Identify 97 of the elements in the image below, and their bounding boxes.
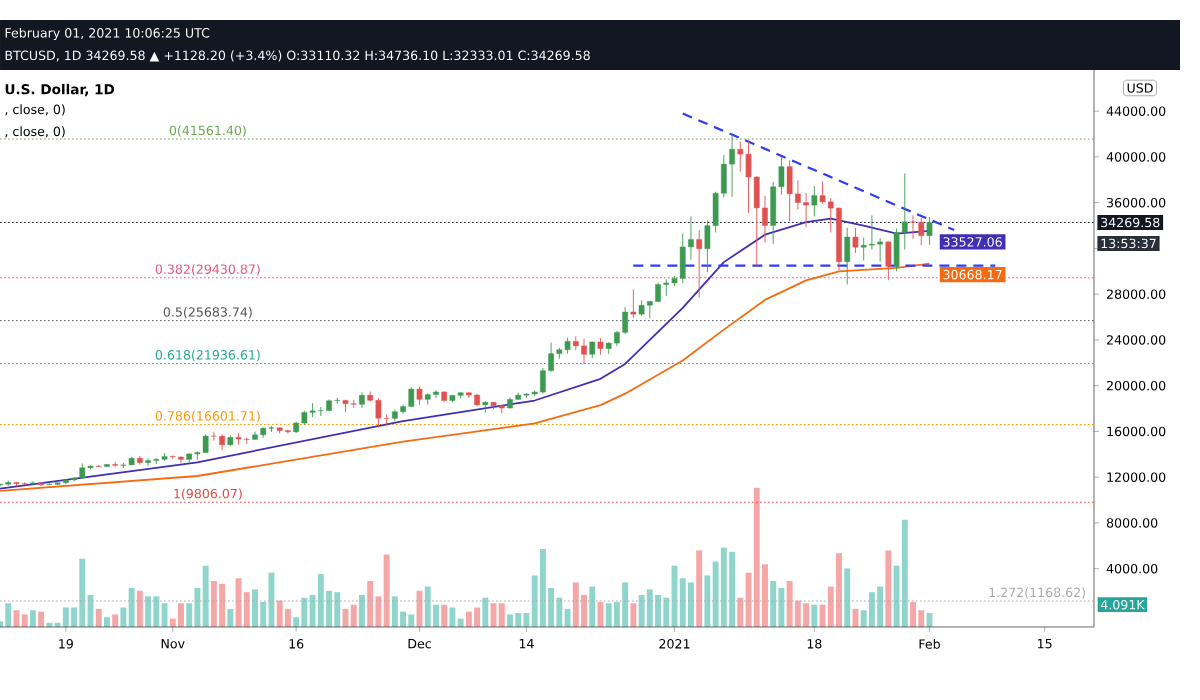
bar <box>383 554 390 627</box>
bar <box>145 596 152 627</box>
bar <box>852 608 859 627</box>
candlestick <box>745 141 752 214</box>
bar <box>589 586 596 627</box>
bar <box>868 592 875 627</box>
bar <box>655 594 661 627</box>
bar <box>687 582 694 627</box>
bar <box>441 604 448 627</box>
candlestick <box>137 455 143 466</box>
candlestick <box>918 217 925 246</box>
bar <box>465 611 472 627</box>
bar <box>778 587 785 627</box>
bar <box>62 607 69 627</box>
bar <box>630 603 637 627</box>
bar <box>449 607 456 627</box>
bar <box>112 614 119 627</box>
candlestick <box>926 216 933 246</box>
bar <box>5 603 12 627</box>
bar <box>29 610 36 627</box>
bar <box>301 597 308 627</box>
bar <box>210 581 217 627</box>
candlestick <box>630 289 637 319</box>
candlestick <box>679 233 686 284</box>
bar <box>235 578 242 627</box>
candlestick <box>860 237 867 261</box>
bar <box>498 603 505 627</box>
bar <box>910 601 916 627</box>
bar <box>252 589 258 627</box>
candlestick <box>803 192 809 228</box>
candlestick <box>408 386 415 407</box>
bar <box>515 613 522 627</box>
candlestick <box>819 181 826 205</box>
bar <box>786 581 793 627</box>
candlestick <box>219 433 225 451</box>
bar <box>202 565 209 627</box>
bar <box>408 614 415 627</box>
line-series <box>0 217 931 490</box>
candlestick <box>375 397 382 429</box>
candlestick <box>844 227 851 285</box>
candlestick <box>811 185 818 217</box>
bar <box>729 551 736 627</box>
bar <box>227 608 234 627</box>
bar <box>38 611 45 627</box>
candlestick <box>885 241 892 281</box>
bar <box>539 548 546 627</box>
candlestick <box>581 338 587 365</box>
bar <box>918 610 925 627</box>
bar <box>95 608 102 627</box>
bar <box>507 614 513 627</box>
bar <box>803 603 810 627</box>
bar <box>753 487 760 627</box>
bar <box>622 582 629 627</box>
bar <box>482 597 489 627</box>
bar <box>844 568 851 627</box>
bar <box>572 582 579 627</box>
bar <box>178 603 184 627</box>
candlestick <box>877 237 883 263</box>
bar <box>696 550 703 627</box>
candlestick <box>663 278 670 297</box>
bar <box>268 572 275 627</box>
bar <box>128 587 135 627</box>
bar <box>219 583 226 627</box>
bar <box>276 600 283 627</box>
candlestick <box>852 227 859 254</box>
bar <box>811 604 818 627</box>
bar <box>638 594 645 627</box>
bar <box>424 586 431 627</box>
bar <box>901 519 908 627</box>
candlestick <box>729 134 735 198</box>
candlestick <box>235 432 242 445</box>
bar <box>136 590 143 627</box>
candlestick <box>893 227 900 272</box>
candlestick <box>737 141 744 172</box>
bar <box>646 589 653 627</box>
bar <box>391 596 398 627</box>
bar <box>885 550 892 627</box>
bar <box>284 608 291 627</box>
bar <box>317 574 324 627</box>
bar <box>605 603 612 627</box>
bar <box>770 581 777 627</box>
bar <box>836 553 842 627</box>
candlestick <box>416 386 423 406</box>
bar <box>358 594 365 627</box>
bar <box>877 586 884 627</box>
candlestick <box>696 229 702 299</box>
candlestick <box>334 397 341 405</box>
bar <box>720 547 727 627</box>
bar <box>367 581 374 627</box>
bar <box>350 604 357 627</box>
candlestick <box>786 159 793 222</box>
bar <box>334 592 341 627</box>
bar <box>21 614 28 627</box>
bar <box>474 607 481 627</box>
bar <box>103 617 110 627</box>
bar <box>79 558 86 627</box>
bar <box>153 596 160 627</box>
